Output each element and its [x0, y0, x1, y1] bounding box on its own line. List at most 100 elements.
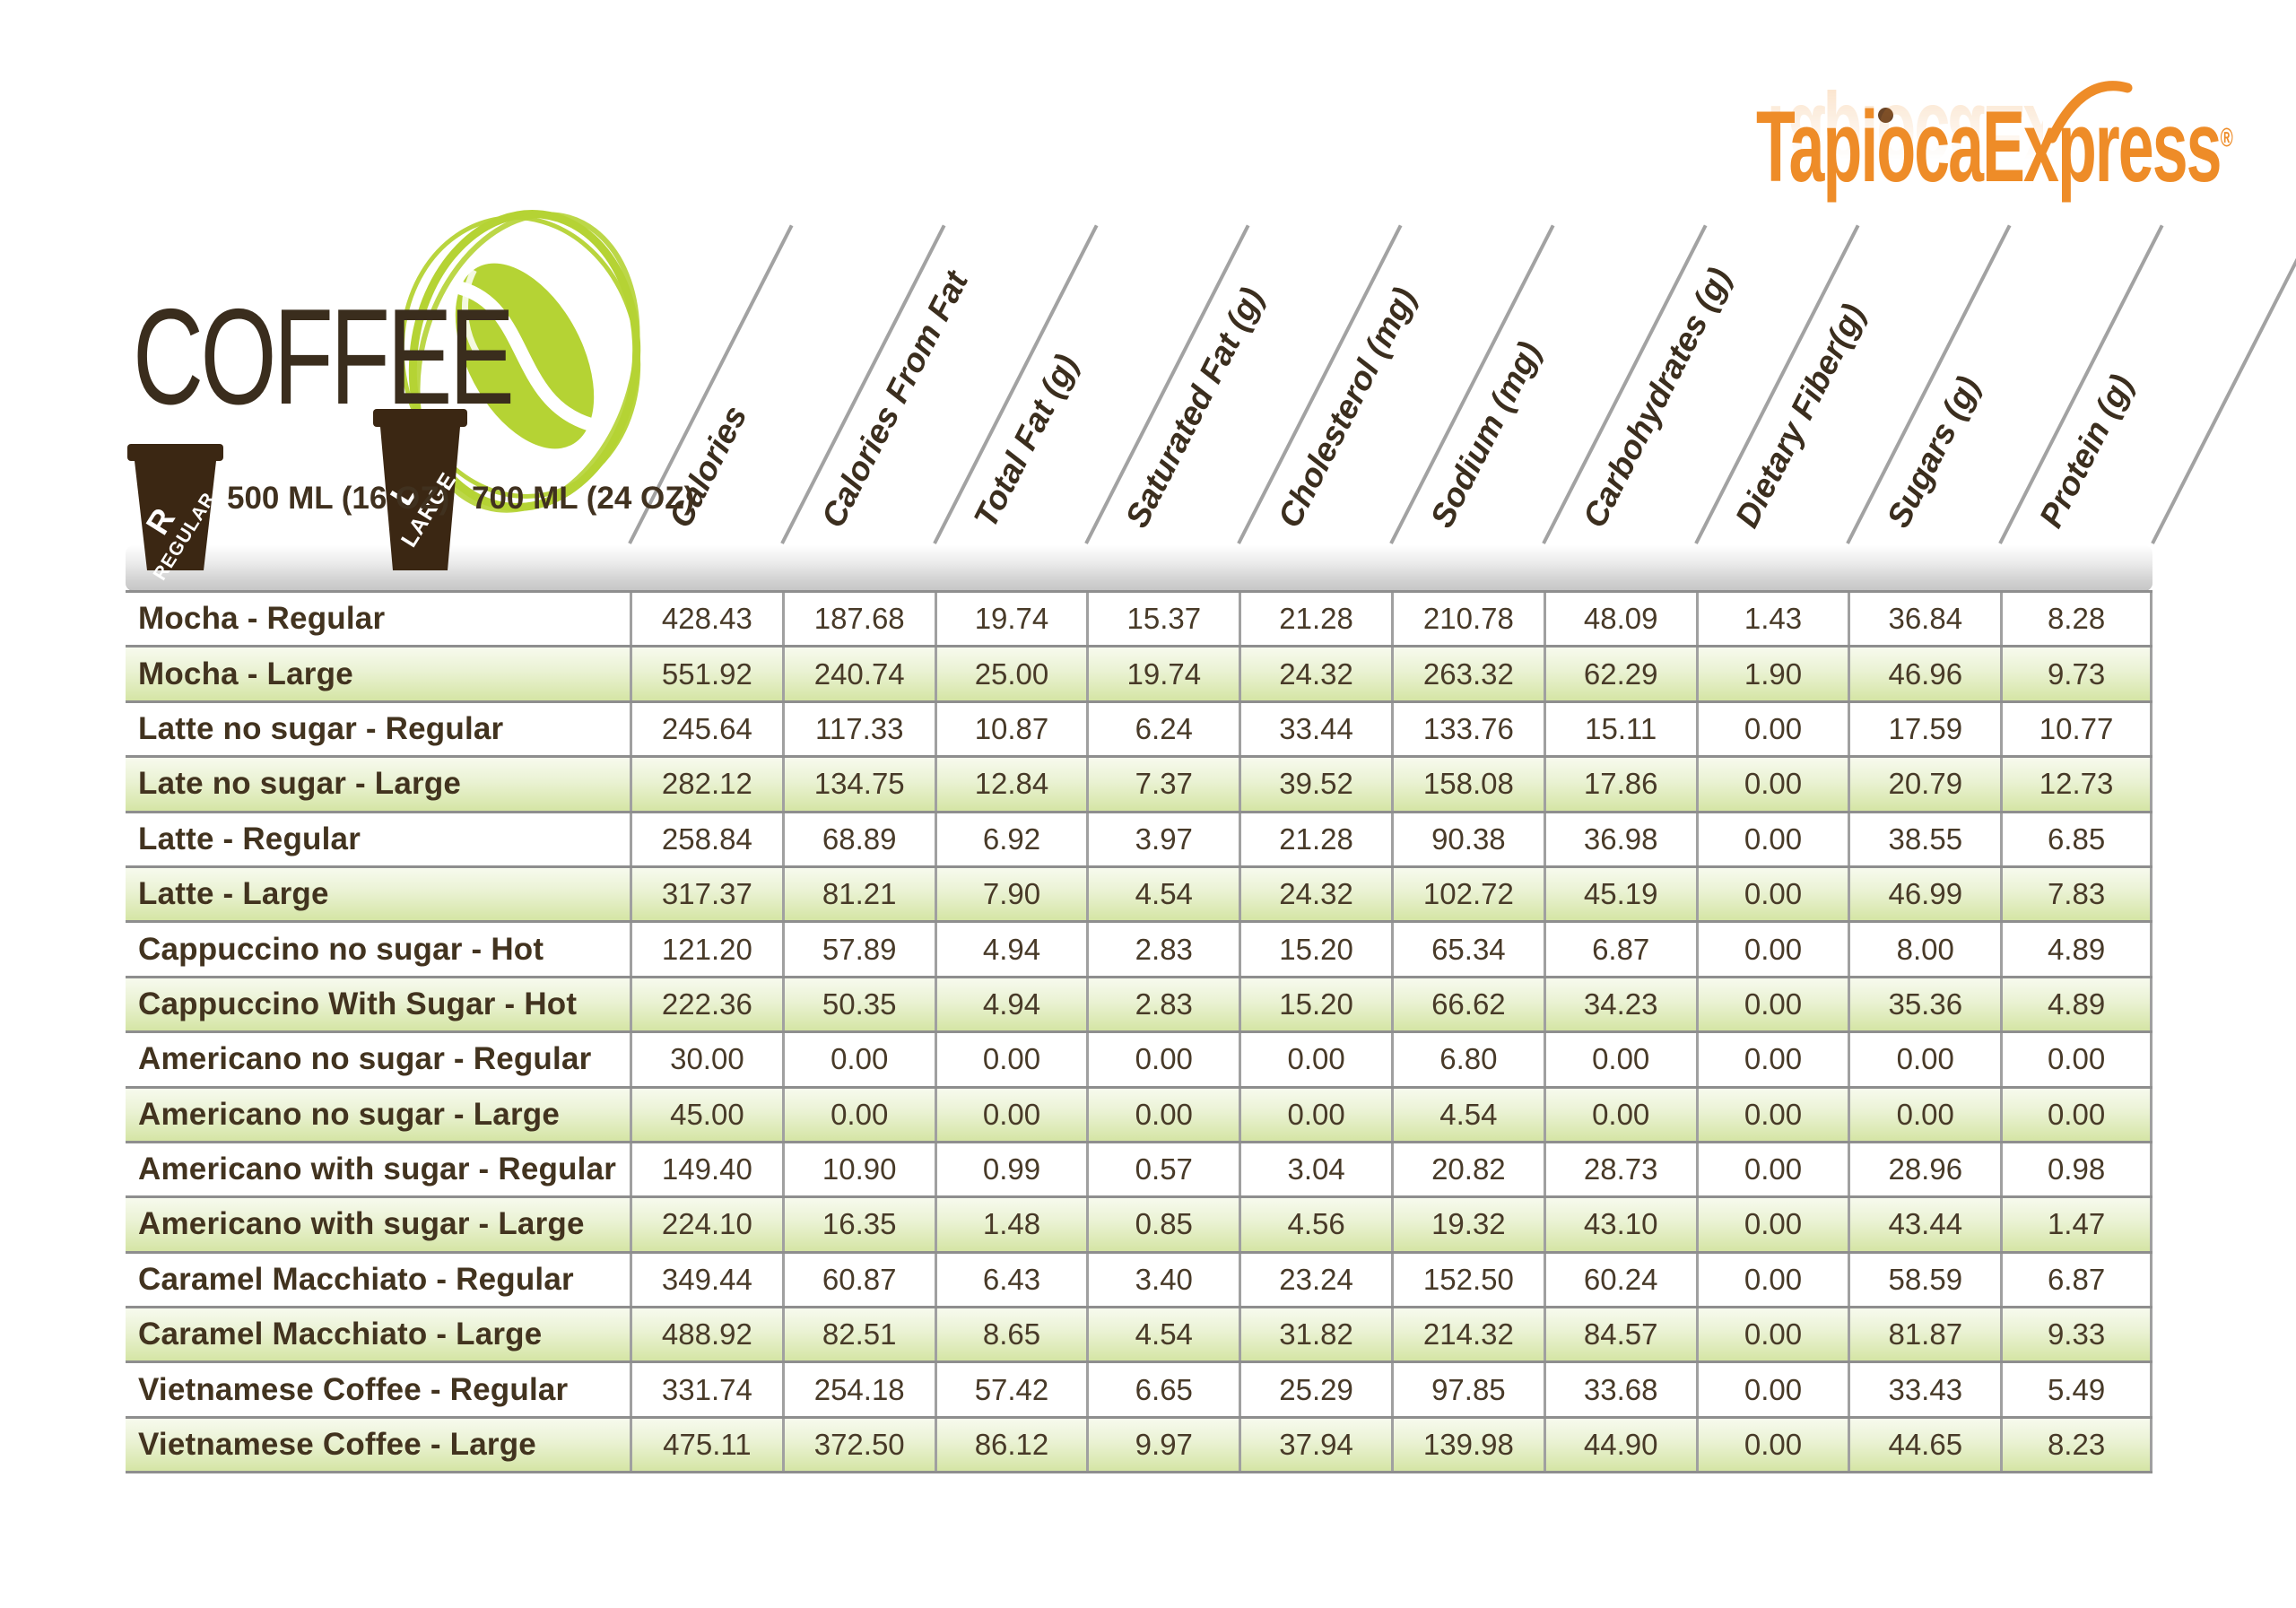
- table-row: Americano with sugar - Large 224.10 16.35 1…: [126, 1198, 2152, 1254]
- cell: 12.73: [2000, 758, 2152, 811]
- cell: 4.54: [1390, 1088, 1544, 1141]
- column-header-6: Carbohydrates (g): [1575, 262, 1738, 534]
- row-name: Mocha - Large: [138, 656, 353, 691]
- cell: 10.87: [934, 702, 1087, 756]
- cell: 48.09: [1543, 593, 1696, 646]
- cell: 30.00: [630, 1033, 782, 1086]
- large-cup-icon: L LARGE: [373, 409, 467, 570]
- cell: 3.97: [1086, 813, 1239, 865]
- row-name: Cappuccino no sugar - Hot: [138, 931, 544, 967]
- cell: 428.43: [630, 593, 782, 646]
- cell: 240.74: [781, 648, 935, 700]
- row-name: Caramel Macchiato - Regular: [138, 1261, 574, 1297]
- cell: 139.98: [1390, 1418, 1544, 1472]
- cell: 90.38: [1390, 813, 1544, 865]
- cell: 17.86: [1543, 758, 1696, 811]
- cell: 21.28: [1239, 593, 1391, 646]
- cell: 0.00: [1695, 923, 1848, 976]
- cell: 149.40: [630, 1143, 782, 1196]
- table-row: Cappuccino With Sugar - Hot 222.36 50.35 4.…: [126, 978, 2152, 1034]
- cell: 6.92: [934, 813, 1087, 865]
- cell: 45.19: [1543, 867, 1696, 921]
- cell: 0.00: [1695, 1198, 1848, 1251]
- cell: 0.00: [1695, 978, 1848, 1031]
- table-row: Americano with sugar - Regular 149.40 10.9…: [126, 1143, 2152, 1199]
- cell: 24.32: [1239, 867, 1391, 921]
- cell: 20.82: [1390, 1143, 1544, 1196]
- cell: 43.44: [1848, 1198, 2000, 1251]
- cell: 19.74: [1086, 648, 1239, 700]
- cell: 35.36: [1848, 978, 2000, 1031]
- cell: 31.82: [1239, 1308, 1391, 1361]
- table-row: Mocha - Regular 428.43 187.68 19.74 15.37 21.…: [126, 593, 2152, 648]
- cell: 331.74: [630, 1363, 782, 1416]
- brand-logo-reflection: TapiocaExpress: [1756, 84, 2221, 196]
- cell: 8.00: [1848, 923, 2000, 976]
- cell: 16.35: [781, 1198, 935, 1251]
- table-row: Mocha - Large 551.92 240.74 25.00 19.74 24.32…: [126, 648, 2152, 703]
- row-name: Caramel Macchiato - Large: [138, 1317, 543, 1352]
- cell: 44.90: [1543, 1418, 1696, 1472]
- row-name: Latte - Large: [138, 876, 329, 912]
- nutrition-table: Mocha - Regular 428.43 187.68 19.74 15.37 21.…: [126, 590, 2152, 1474]
- brand-logo-text: TapiocaExpress®: [1756, 91, 2233, 203]
- cell: 57.42: [934, 1363, 1087, 1416]
- cell: 0.00: [934, 1088, 1087, 1141]
- large-size-text: 700 ML (24 OZ): [472, 481, 695, 516]
- cell: 84.57: [1543, 1308, 1696, 1361]
- cell: 33.43: [1848, 1363, 2000, 1416]
- cell: 0.00: [1848, 1033, 2000, 1086]
- cell: 214.32: [1390, 1308, 1544, 1361]
- cell: 0.00: [1086, 1033, 1239, 1086]
- cell: 50.35: [781, 978, 935, 1031]
- cell: 258.84: [630, 813, 782, 865]
- cell: 488.92: [630, 1308, 782, 1361]
- regular-size-text: 500 ML (16 OZ): [227, 481, 450, 516]
- table-row: Caramel Macchiato - Regular 349.44 60.87 6.…: [126, 1253, 2152, 1309]
- cell: 0.99: [934, 1143, 1087, 1196]
- cell: 81.87: [1848, 1308, 2000, 1361]
- column-header-3: Saturated Fat (g): [1118, 282, 1272, 534]
- cell: 6.80: [1390, 1033, 1544, 1086]
- brand-i-dot: [1878, 108, 1893, 123]
- cell: 10.90: [781, 1143, 935, 1196]
- cell: 24.32: [1239, 648, 1391, 700]
- column-header-2: Total Fat (g): [966, 348, 1085, 534]
- cell: 282.12: [630, 758, 782, 811]
- cell: 4.54: [1086, 1308, 1239, 1361]
- cell: 58.59: [1848, 1253, 2000, 1307]
- cell: 0.00: [1695, 1308, 1848, 1361]
- row-name: Vietnamese Coffee - Regular: [138, 1371, 569, 1407]
- row-name: Cappuccino With Sugar - Hot: [138, 986, 578, 1021]
- cell: 25.00: [934, 648, 1087, 700]
- cell: 4.54: [1086, 867, 1239, 921]
- cell: 2.83: [1086, 923, 1239, 976]
- cell: 349.44: [630, 1253, 782, 1307]
- cell: 4.56: [1239, 1198, 1391, 1251]
- table-row: Americano no sugar - Regular 30.00 0.00 0.0…: [126, 1033, 2152, 1089]
- row-name: Americano with sugar - Large: [138, 1206, 585, 1242]
- table-row: Americano no sugar - Large 45.00 0.00 0.00 0…: [126, 1088, 2152, 1143]
- row-name: Vietnamese Coffee - Large: [138, 1427, 536, 1463]
- table-row: Cappuccino no sugar - Hot 121.20 57.89 4.94…: [126, 923, 2152, 978]
- cell: 38.55: [1848, 813, 2000, 865]
- table-row: Caramel Macchiato - Large 488.92 82.51 8.65…: [126, 1308, 2152, 1364]
- cell: 317.37: [630, 867, 782, 921]
- cell: 1.47: [2000, 1198, 2152, 1251]
- cell: 1.90: [1695, 648, 1848, 700]
- row-name: Late no sugar - Large: [138, 766, 462, 802]
- row-name: Latte no sugar - Regular: [138, 710, 504, 746]
- column-header-1: Calories From Fat: [813, 265, 975, 534]
- cell: 0.00: [2000, 1088, 2152, 1141]
- cell: 117.33: [781, 702, 935, 756]
- cell: 45.00: [630, 1088, 782, 1141]
- row-name: Americano with sugar - Regular: [138, 1152, 617, 1187]
- cell: 187.68: [781, 593, 935, 646]
- cell: 43.10: [1543, 1198, 1696, 1251]
- cell: 62.29: [1543, 648, 1696, 700]
- cell: 82.51: [781, 1308, 935, 1361]
- cell: 1.48: [934, 1198, 1087, 1251]
- cell: 25.29: [1239, 1363, 1391, 1416]
- cell: 39.52: [1239, 758, 1391, 811]
